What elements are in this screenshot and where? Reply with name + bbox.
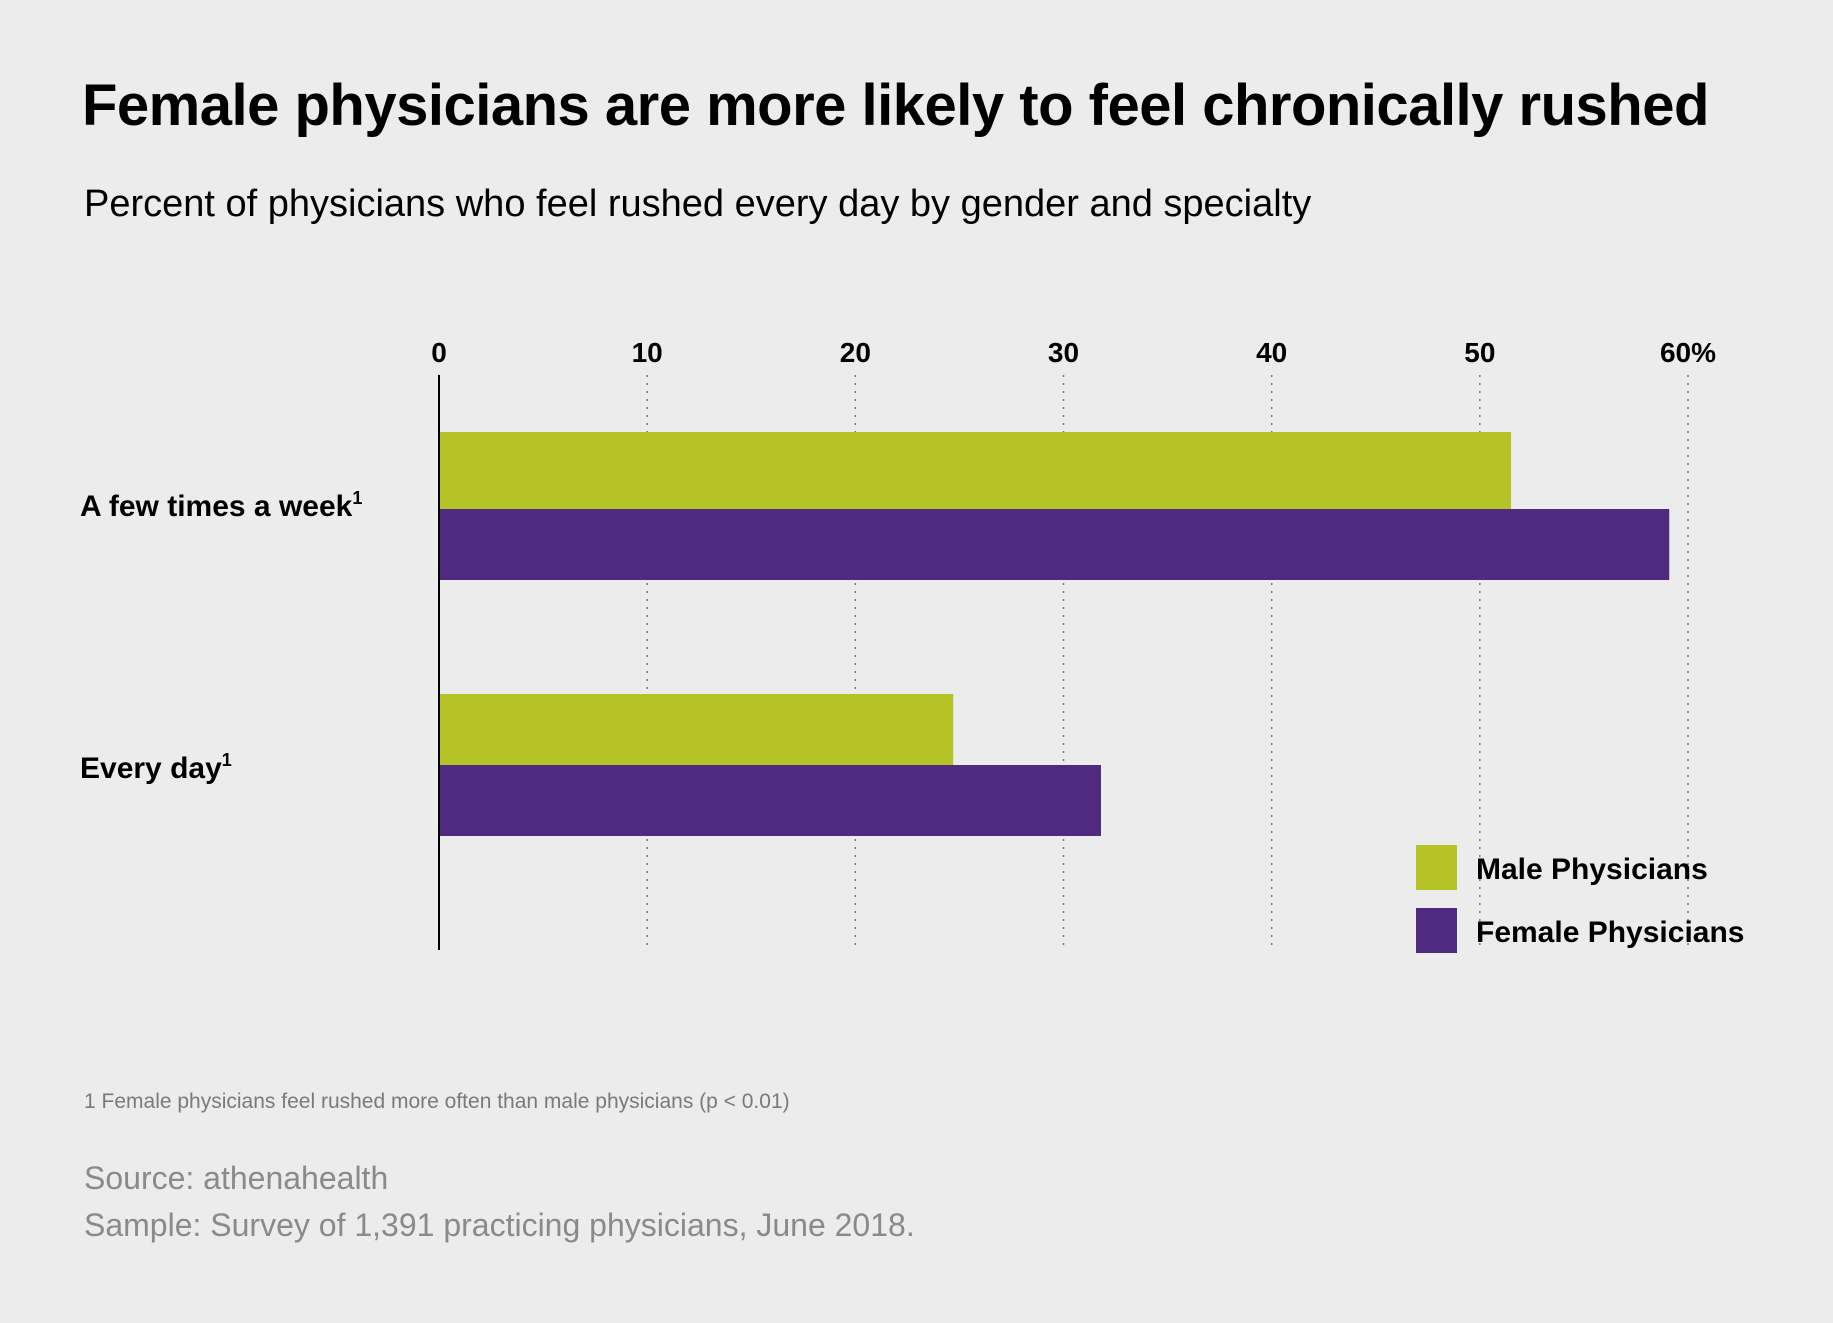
x-tick-label: 0 <box>431 337 447 368</box>
category-label: Every day1 <box>80 750 232 785</box>
chart-title: Female physicians are more likely to fee… <box>82 73 1709 138</box>
x-tick-label: 60% <box>1660 337 1716 368</box>
footnote-marker: 1 <box>222 750 232 770</box>
x-tick-label: 20 <box>840 337 871 368</box>
sample-text: Sample: Survey of 1,391 practicing physi… <box>84 1207 915 1243</box>
bar-male-1 <box>439 694 954 765</box>
footnote-marker: 1 <box>352 488 362 508</box>
bar-female-1 <box>439 765 1101 836</box>
footnote: 1 Female physicians feel rushed more oft… <box>84 1090 790 1113</box>
bars <box>439 432 1670 836</box>
legend-label: Male Physicians <box>1476 853 1708 886</box>
bar-chart: 0 10 20 30 40 50 60% A few times a week1 Every … <box>80 337 1744 953</box>
chart-subtitle: Percent of physicians who feel rushed ev… <box>84 183 1312 225</box>
bar-female-0 <box>439 509 1670 580</box>
legend-label: Female Physicians <box>1476 916 1744 949</box>
source-text: Source: athenahealth <box>84 1160 389 1196</box>
category-labels: A few times a week1 Every day1 <box>80 488 362 785</box>
bar-male-0 <box>439 432 1512 509</box>
legend-swatch <box>1416 908 1457 953</box>
legend-swatch <box>1416 845 1457 890</box>
category-label: A few times a week1 <box>80 488 362 523</box>
x-tick-label: 10 <box>632 337 663 368</box>
x-axis-ticks: 0 10 20 30 40 50 60% <box>431 337 1716 368</box>
legend: Male Physicians Female Physicians <box>1416 845 1744 953</box>
x-tick-label: 50 <box>1464 337 1495 368</box>
x-tick-label: 40 <box>1256 337 1287 368</box>
source-block: Source: athenahealth Sample: Survey of 1… <box>84 1155 915 1249</box>
x-tick-label: 30 <box>1048 337 1079 368</box>
